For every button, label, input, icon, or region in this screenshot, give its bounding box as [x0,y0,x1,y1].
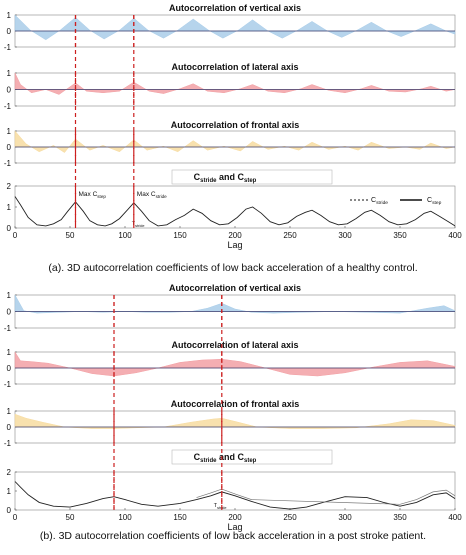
panel-b-4-xtick-label: 100 [118,513,132,522]
panel-b-4-xtick-label: 200 [228,513,242,522]
panel-b-4-xtick-label: 150 [173,513,187,522]
panel-b-4-xtick-label: 350 [393,513,407,522]
panel-a-1-ytick-label: 0 [7,27,12,36]
panel-a-3-ytick-label: -1 [4,159,12,168]
panel-a-4-xtick-label: 50 [66,231,75,240]
caption-b: (b). 3D autocorrelation coefficients of … [39,530,427,542]
panel-a-3-ytick-label: 1 [7,127,12,136]
panel-b-1-title: Autocorrelation of vertical axis [169,283,301,293]
panel-a-4-title: Cstride and Cstep [194,172,257,184]
panel-a-4-series-line [14,196,456,227]
panel-b-2-ytick-label: -1 [4,380,12,389]
panel-a-4-ytick-label: 0 [7,224,12,233]
panel-b-2-ytick-label: 0 [7,364,12,373]
panel-b-1-ytick-label: 1 [7,291,12,300]
panel-a-4-legend-stride: Cstride [371,197,388,206]
panel-b-4-title: Cstride and Cstep [194,452,257,464]
panel-a-1-title: Autocorrelation of vertical axis [169,3,301,13]
panel-a-4-max-stride-label: Max Cstride [137,191,167,199]
panel-b-3-area [14,413,456,429]
panel-b-1-ytick-label: -1 [4,324,12,333]
panel-a-4-xtick-label: 150 [173,231,187,240]
panel-a-4-xtick-label: 250 [283,231,297,240]
panel-b-4-xlabel: Lag [227,522,242,532]
panel-a-3-title: Autocorrelation of frontal axis [171,120,300,130]
panel-a-2-ytick-label: 1 [7,69,12,78]
panel-b-4-ytick-label: 1 [7,487,12,496]
panel-b-4-series-line [14,481,456,510]
panel-a-4-xtick-label: 400 [448,231,462,240]
panel-a-4-ytick-label: 1 [7,203,12,212]
panel-b-4-ytick-label: 2 [7,468,12,477]
panel-a-1-ytick-label: 1 [7,11,12,20]
panel-a-4-xlabel: Lag [227,240,242,250]
panel-b-1-area [14,294,456,314]
caption-a: (a). 3D autocorrelation coefficients of … [48,262,418,274]
panel-a-4-ytick-label: 2 [7,182,12,191]
panel-b-4-xtick-label: 400 [448,513,462,522]
panel-a-1-ytick-label: -1 [4,43,12,52]
panel-b-2-ytick-label: 1 [7,348,12,357]
panel-a-4-xtick-label: 0 [13,231,18,240]
panel-b-1-ytick-label: 0 [7,308,12,317]
panel-a-4-xtick-label: 300 [338,231,352,240]
panel-a-3-area [14,130,456,153]
panel-b-3-ytick-label: 0 [7,423,12,432]
panel-b-2-title: Autocorrelation of lateral axis [171,340,298,350]
panel-a-4-xtick-label: 350 [393,231,407,240]
panel-a-1-area [14,14,456,41]
panel-a-4-xtick-label: 200 [228,231,242,240]
panel-b-4-xtick-label: 0 [13,513,18,522]
panel-b-3-title: Autocorrelation of frontal axis [171,399,300,409]
panel-a-3-ytick-label: 0 [7,143,12,152]
panel-a-4-xtick-label: 100 [118,231,132,240]
panel-a-4-title-box [171,169,333,185]
panel-a-2-ytick-label: 0 [7,86,12,95]
panel-b-4-xtick-label: 250 [283,513,297,522]
panel-a-4-max-step-label: Max Cstep [79,191,107,199]
panel-b-4-title-box [171,449,333,465]
panel-a-2-ytick-label: -1 [4,102,12,111]
panel-b-2-area [14,351,456,377]
panel-a-2-title: Autocorrelation of lateral axis [171,62,298,72]
panel-b-4-ytick-label: 0 [7,506,12,515]
panel-b-3-ytick-label: 1 [7,407,12,416]
panel-b-3-ytick-label: -1 [4,439,12,448]
panel-b-4-series-line [196,488,456,505]
panel-a-4-legend-step: Cstep [427,197,442,206]
panel-b-4-xtick-label: 300 [338,513,352,522]
panel-b-4-xtick-label: 50 [66,513,75,522]
panel-b-4-tstride-label: Tstride [214,503,227,510]
panel-a-2-area [14,72,456,95]
